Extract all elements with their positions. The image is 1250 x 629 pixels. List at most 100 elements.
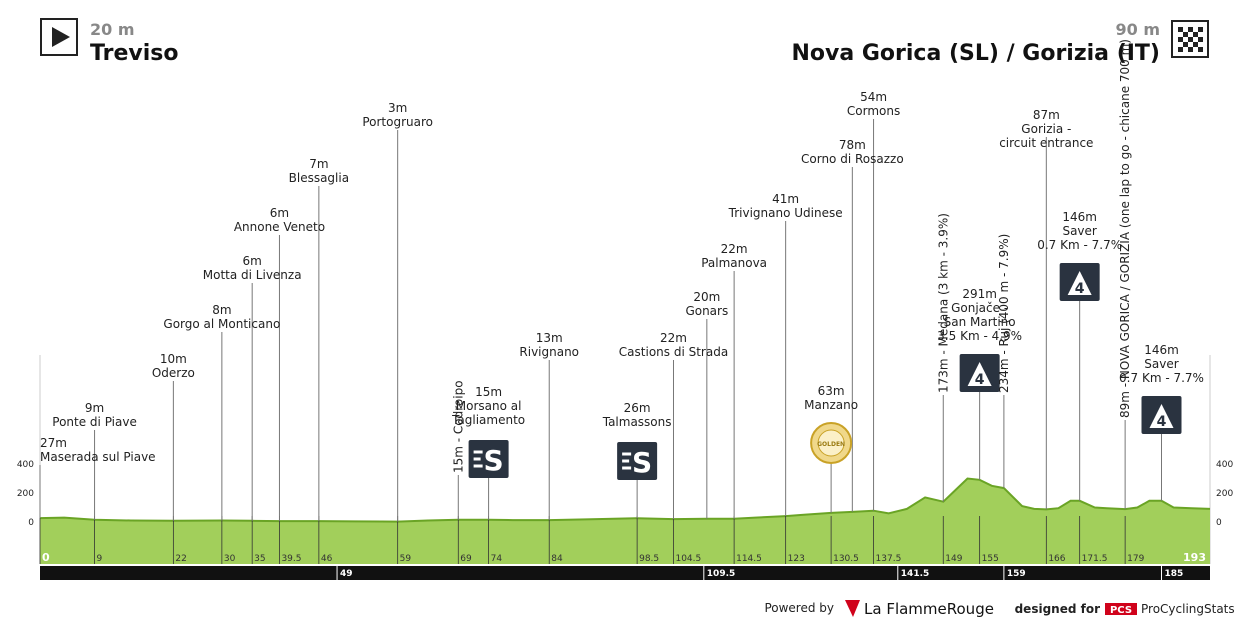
flag-square bbox=[1198, 37, 1203, 42]
sprint-icon-letter: S bbox=[484, 444, 504, 477]
waypoint-name: Motta di Livenza bbox=[203, 268, 302, 282]
waypoint-altitude: 6m bbox=[243, 254, 262, 268]
summary-label: 49 bbox=[340, 569, 353, 579]
waypoint-altitude: 6m bbox=[270, 206, 289, 220]
start-city: Treviso bbox=[90, 41, 178, 66]
waypoint-altitude: 9m bbox=[85, 401, 104, 415]
waypoint-name: Morsano al bbox=[456, 399, 522, 413]
waypoint-name: Cormons bbox=[847, 104, 900, 118]
km-label: 35 bbox=[254, 554, 265, 564]
summary-label: 109.5 bbox=[707, 569, 735, 579]
kom-icon-mountain bbox=[1067, 271, 1092, 295]
km-label: 114.5 bbox=[736, 554, 762, 564]
kom-icon-category: 4 bbox=[975, 372, 985, 388]
km-end-label: 193 bbox=[1183, 551, 1206, 564]
flag-square bbox=[1178, 47, 1183, 52]
sprint-icon bbox=[617, 442, 658, 480]
finish-header: 90 m Nova Gorica (SL) / Gorizia (IT) bbox=[791, 20, 1209, 66]
waypoint-vertical-label: 173m - Medana (3 km - 3.9%) bbox=[936, 213, 950, 393]
km-label: 149 bbox=[945, 554, 962, 564]
sprint-icon bbox=[468, 440, 509, 478]
waypoint-altitude: 13m bbox=[536, 331, 563, 345]
waypoint-altitude: 146m bbox=[1144, 343, 1179, 357]
flamme-rouge-logo bbox=[845, 600, 860, 617]
km-label: 98.5 bbox=[639, 554, 659, 564]
flag-square bbox=[1178, 37, 1183, 42]
kom-icon-mountain bbox=[1149, 404, 1174, 428]
km-label: 84 bbox=[551, 554, 563, 564]
waypoint-altitude: 10m bbox=[160, 352, 187, 366]
flag-square bbox=[1183, 42, 1188, 47]
brand-name: La FlammeRouge bbox=[864, 600, 994, 618]
waypoint-altitude: 8m bbox=[212, 303, 231, 317]
waypoint-altitude: 20m bbox=[693, 290, 720, 304]
waypoint-name: Oderzo bbox=[152, 366, 195, 380]
waypoint-name: Maserada sul Piave bbox=[40, 450, 156, 464]
waypoint-vertical-label: 234m - Ruj (400 m - 7.9%) bbox=[997, 234, 1011, 393]
golden-km-icon-inner bbox=[817, 429, 845, 457]
y-tick-right: 400 bbox=[1216, 460, 1233, 470]
flag-square bbox=[1183, 32, 1188, 37]
elevation-area bbox=[40, 478, 1210, 564]
km-label: 166 bbox=[1048, 554, 1065, 564]
waypoint-name: Manzano bbox=[804, 398, 858, 412]
waypoint-altitude: 63m bbox=[818, 384, 845, 398]
flag-square bbox=[1198, 27, 1203, 32]
kom-icon-category: 4 bbox=[1075, 281, 1085, 297]
waypoint-altitude: 146m bbox=[1062, 210, 1097, 224]
summary-label: 141.5 bbox=[901, 569, 929, 579]
waypoint-name: Ponte di Piave bbox=[52, 415, 137, 429]
waypoint-altitude: 15m bbox=[475, 385, 502, 399]
km-label: 171.5 bbox=[1082, 554, 1108, 564]
waypoint-altitude: 22m bbox=[660, 331, 687, 345]
kom-icon-category: 4 bbox=[1157, 414, 1167, 430]
waypoint-name-line3: 3.5 Km - 4.9% bbox=[937, 329, 1022, 343]
waypoint-name: Gonars bbox=[685, 304, 728, 318]
waypoint-name: Palmanova bbox=[701, 256, 767, 270]
km-label: 179 bbox=[1127, 554, 1144, 564]
y-tick-left: 200 bbox=[17, 489, 34, 499]
waypoint-poles bbox=[39, 119, 1163, 522]
km-label: 123 bbox=[788, 554, 805, 564]
waypoint-altitude: 22m bbox=[721, 242, 748, 256]
summary-label: 159 bbox=[1007, 569, 1026, 579]
play-icon bbox=[40, 18, 78, 56]
waypoint-name: Saver bbox=[1144, 357, 1178, 371]
flag-square bbox=[1188, 47, 1193, 52]
y-tick-left: 0 bbox=[28, 518, 34, 528]
start-altitude: 20 m bbox=[90, 20, 135, 39]
profile-area: 9 22 30 35 39.5 46 59 69 74 84 98.5 104.5 114.5 123 13… bbox=[39, 477, 1211, 564]
waypoint-altitude: 41m bbox=[772, 192, 799, 206]
waypoint-altitude: 26m bbox=[624, 401, 651, 415]
km-label: 39.5 bbox=[281, 554, 301, 564]
powered-by: Powered by bbox=[764, 601, 834, 615]
waypoint-name: Gorgo al Monticano bbox=[163, 317, 280, 331]
waypoint-name: Saver bbox=[1062, 224, 1096, 238]
waypoint-name: Annone Veneto bbox=[234, 220, 325, 234]
flag-square bbox=[1198, 47, 1203, 52]
km-label: 9 bbox=[97, 554, 103, 564]
waypoint-name-line2: 0.7 Km - 7.7% bbox=[1119, 371, 1204, 385]
flag-square bbox=[1193, 32, 1198, 37]
km-bar: 49 109.5 141.5 159 185 bbox=[40, 566, 1210, 580]
waypoint-vertical-label: 15m - Codroipo bbox=[451, 380, 465, 473]
pcs-logo-text: PCS bbox=[1110, 605, 1132, 616]
waypoint-altitude: 7m bbox=[309, 157, 328, 171]
pcs-logo bbox=[1105, 603, 1137, 615]
waypoint-altitude: 54m bbox=[860, 90, 887, 104]
pcs-name: ProCyclingStats bbox=[1141, 602, 1235, 616]
grid: 0 0 200 200 400 400 bbox=[17, 355, 1233, 564]
waypoint-name: Trivignano Udinese bbox=[728, 206, 843, 220]
waypoint-name-line2: circuit entrance bbox=[999, 136, 1093, 150]
km-label: 155 bbox=[982, 554, 999, 564]
waypoint-name-line2: San Martino bbox=[944, 315, 1016, 329]
km-label: 69 bbox=[460, 554, 472, 564]
waypoint-name: Rivignano bbox=[519, 345, 579, 359]
finish-altitude: 90 m bbox=[1115, 20, 1160, 39]
waypoint-name: Gorizia - bbox=[1021, 122, 1071, 136]
waypoint-name: Corno di Rosazzo bbox=[801, 152, 904, 166]
golden-km-text: GOLDEN bbox=[817, 441, 845, 448]
km-label: 74 bbox=[491, 554, 503, 564]
waypoint-altitude: 291m bbox=[962, 287, 997, 301]
flag-square bbox=[1178, 27, 1183, 32]
